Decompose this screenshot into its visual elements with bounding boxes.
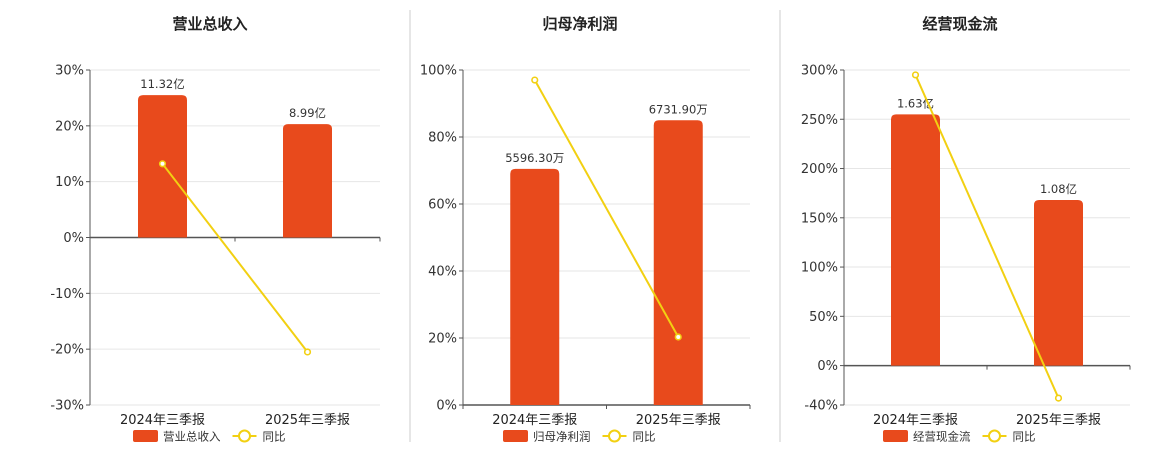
chart-title: 归母净利润 <box>542 15 617 33</box>
yoy-line <box>533 79 680 338</box>
x-category-label: 2024年三季报 <box>492 413 577 428</box>
x-category-label: 2025年三季报 <box>636 413 721 428</box>
bar-data-label: 5596.30万 <box>505 151 564 165</box>
legend-bar-swatch <box>883 430 908 442</box>
chart-panel-1: 营业总收入 -30% -20% -10% 0% 10% 20% 30% 11.32亿 8.99亿 2… <box>50 15 381 444</box>
y-tick-label: 10% <box>55 175 84 190</box>
bar-1 <box>510 168 560 405</box>
x-category-label: 2025年三季报 <box>265 413 350 428</box>
legend-line-label: 同比 <box>1013 430 1036 444</box>
legend-line-marker <box>238 429 251 443</box>
y-tick-label: -40% <box>804 399 838 414</box>
legend-line-label: 同比 <box>263 430 286 444</box>
bar-2 <box>1034 200 1083 366</box>
y-tick-label: 40% <box>428 265 457 280</box>
chart-panel-3: 经营现金流 -40% 0% 50% 100% 150% 200% 250% 300% 1.63亿 1… <box>801 15 1131 444</box>
y-tick-label: -30% <box>50 399 84 414</box>
legend-bar-swatch <box>133 430 158 442</box>
legend-line-marker <box>988 429 1001 443</box>
x-category-label: 2024年三季报 <box>120 413 205 428</box>
bar-1 <box>891 114 940 366</box>
yoy-point-2 <box>1054 394 1063 402</box>
legend-bar-label: 经营现金流 <box>913 430 971 444</box>
y-tick-label: 0% <box>436 399 457 414</box>
y-tick-label: 200% <box>801 162 838 177</box>
y-tick-label: 150% <box>801 211 838 226</box>
y-tick-label: 100% <box>420 64 457 79</box>
y-tick-label: 300% <box>801 64 838 79</box>
y-tick-label: 30% <box>55 64 84 79</box>
legend-line-label: 同比 <box>633 430 656 444</box>
y-tick-label: -20% <box>50 343 84 358</box>
legend-bar-label: 营业总收入 <box>163 430 221 444</box>
y-tick-label: -10% <box>50 287 84 302</box>
x-category-label: 2024年三季报 <box>873 413 958 428</box>
y-tick-label: 0% <box>63 231 84 246</box>
x-category-label: 2025年三季报 <box>1016 413 1101 428</box>
y-tick-label: 0% <box>817 359 838 374</box>
y-tick-label: 20% <box>428 332 457 347</box>
chart-title: 营业总收入 <box>172 15 247 33</box>
bar-data-label: 8.99亿 <box>289 106 326 120</box>
legend-line-marker <box>608 429 621 443</box>
yoy-line <box>161 163 309 353</box>
y-tick-label: 20% <box>55 119 84 134</box>
y-tick-label: 50% <box>809 310 838 325</box>
bar-2 <box>283 124 332 238</box>
bar-data-label: 1.63亿 <box>897 96 934 110</box>
bar-data-label: 6731.90万 <box>649 102 708 116</box>
y-tick-label: 60% <box>428 198 457 213</box>
yoy-point-1 <box>531 76 539 84</box>
y-tick-label: 80% <box>428 131 457 146</box>
y-tick-label: 100% <box>801 261 838 276</box>
chart-title: 经营现金流 <box>922 15 997 33</box>
yoy-point-1 <box>158 160 167 168</box>
y-tick-label: 250% <box>801 113 838 128</box>
yoy-point-2 <box>303 348 312 356</box>
legend-bar-swatch <box>503 430 528 442</box>
yoy-point-1 <box>911 71 920 79</box>
legend-bar-label: 归母净利润 <box>533 430 591 444</box>
yoy-line <box>914 74 1060 399</box>
chart-panel-2: 归母净利润 0% 20% 40% 60% 80% 100% 5596.30万 6731.90万 2… <box>420 15 751 444</box>
bar-data-label: 1.08亿 <box>1040 182 1077 196</box>
bar-data-label: 11.32亿 <box>140 77 184 91</box>
yoy-point-2 <box>674 333 682 341</box>
bar-2 <box>653 120 703 405</box>
